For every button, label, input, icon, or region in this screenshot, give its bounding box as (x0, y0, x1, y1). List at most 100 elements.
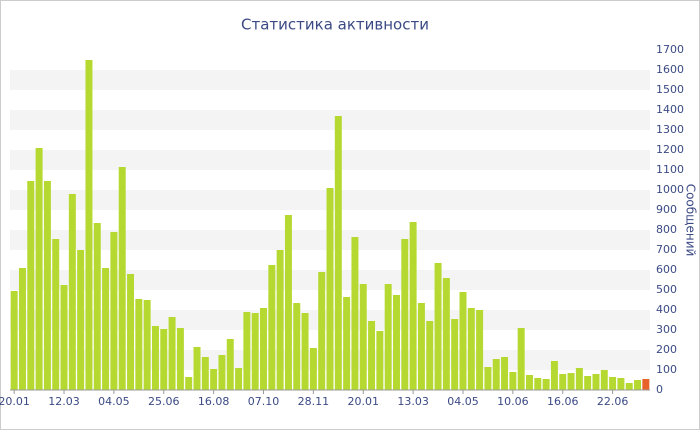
x-tick-label: 13.03 (397, 395, 429, 408)
x-tick-label: 20.01 (347, 395, 379, 408)
y-tick-label: 0 (656, 383, 663, 396)
bar (401, 239, 409, 390)
bar (143, 300, 151, 390)
bar (260, 308, 267, 390)
y-tick-label: 1200 (656, 143, 684, 156)
x-tick-label: 04.05 (447, 395, 479, 408)
bar (567, 373, 575, 390)
y-tick-label: 100 (656, 363, 677, 376)
bar (575, 368, 583, 390)
bar (284, 215, 292, 390)
bar (442, 278, 450, 390)
bar (600, 370, 608, 390)
bar (151, 326, 159, 390)
bar (102, 268, 110, 390)
bar (359, 284, 367, 390)
bar (43, 181, 51, 390)
x-tick-label: 25.06 (148, 395, 180, 408)
bar (276, 250, 284, 390)
bar (459, 292, 467, 390)
bar (301, 313, 309, 390)
y-tick-label: 400 (656, 303, 677, 316)
bar (384, 284, 392, 390)
bar (451, 319, 459, 390)
bar (93, 223, 101, 390)
bar (625, 383, 633, 390)
bar (542, 379, 550, 390)
bar (534, 378, 542, 390)
y-tick-label: 900 (656, 203, 677, 216)
bar (251, 313, 259, 390)
y-tick-label: 300 (656, 323, 677, 336)
bar (334, 116, 342, 390)
y-tick-label: 1700 (656, 43, 684, 56)
bar (642, 379, 650, 390)
x-tick-label: 28.11 (298, 395, 330, 408)
bar (60, 285, 68, 390)
grid-band (10, 110, 650, 130)
x-tick-label: 07.10 (248, 395, 280, 408)
bar (492, 359, 500, 390)
bar (426, 321, 434, 390)
x-tick-label: 12.03 (48, 395, 80, 408)
bar (235, 368, 243, 390)
x-tick-label: 04.05 (98, 395, 130, 408)
bar (18, 268, 26, 390)
bar (201, 357, 209, 390)
bar (168, 317, 176, 390)
bar (393, 295, 400, 390)
bar (193, 347, 201, 390)
bar (584, 376, 592, 390)
bar (160, 329, 168, 390)
bar (135, 299, 143, 390)
bar (592, 374, 600, 390)
bar (517, 328, 525, 390)
bar (326, 188, 334, 390)
bar (35, 148, 43, 390)
bar (351, 237, 359, 390)
bar (268, 265, 276, 390)
bar (210, 369, 218, 390)
bar (476, 310, 484, 390)
bar (185, 377, 193, 390)
y-tick-label: 200 (656, 343, 677, 356)
bar (176, 328, 184, 390)
bar (368, 321, 376, 390)
bar (434, 263, 442, 390)
x-tick-label: 20.01 (0, 395, 30, 408)
bar (343, 297, 351, 390)
bar (118, 167, 126, 390)
bar (609, 377, 617, 390)
bar (68, 194, 76, 390)
x-tick-label: 16.08 (198, 395, 230, 408)
grid-band (10, 150, 650, 170)
y-tick-label: 500 (656, 283, 677, 296)
y-tick-label: 700 (656, 243, 677, 256)
y-tick-label: 800 (656, 223, 677, 236)
bar (27, 181, 35, 390)
bar (467, 308, 475, 390)
bar (309, 348, 317, 390)
bar (617, 378, 625, 390)
bar (409, 222, 417, 390)
bar (226, 339, 234, 390)
bar (376, 331, 384, 390)
bar (417, 303, 425, 390)
bar (318, 272, 326, 390)
y-tick-label: 1400 (656, 103, 684, 116)
y-tick-label: 1100 (656, 163, 684, 176)
bar (77, 250, 85, 390)
bar (243, 312, 251, 390)
bar (85, 60, 93, 390)
bar (634, 380, 642, 390)
x-tick-label: 16.06 (547, 395, 579, 408)
bar (484, 367, 492, 390)
y-tick-label: 1500 (656, 83, 684, 96)
bar (501, 357, 509, 390)
bar (110, 232, 118, 390)
bar (550, 361, 558, 390)
bar (127, 274, 135, 390)
y-tick-label: 1300 (656, 123, 684, 136)
y-tick-label: 1600 (656, 63, 684, 76)
